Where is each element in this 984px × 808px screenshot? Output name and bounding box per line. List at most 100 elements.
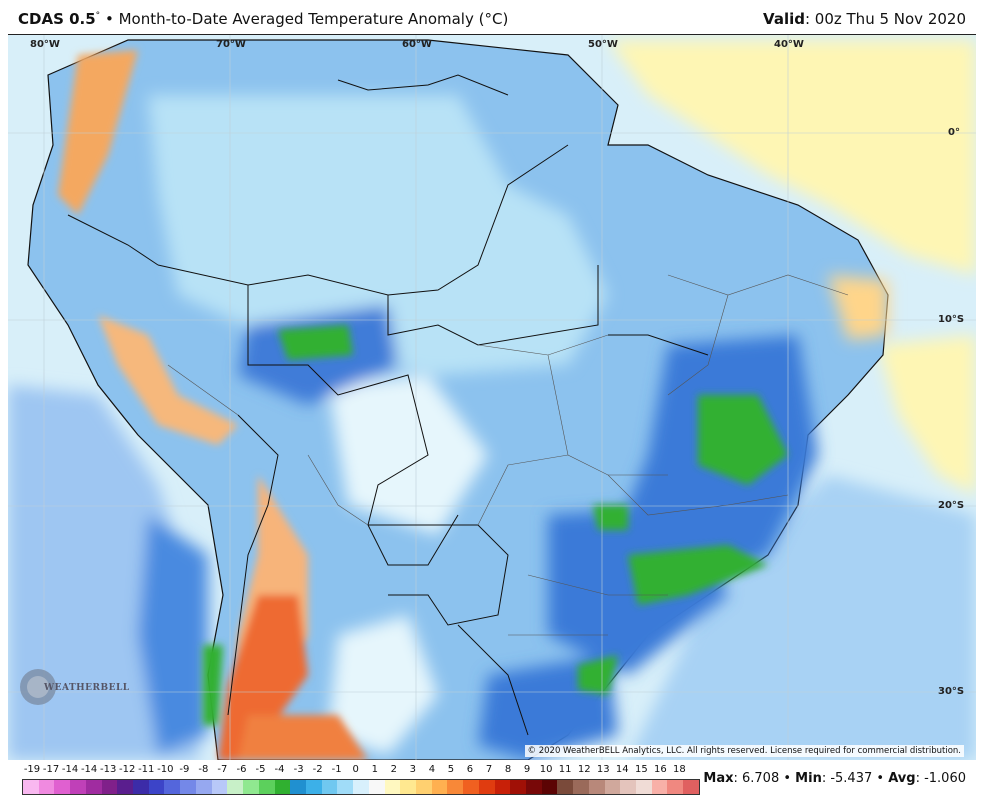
legend-swatch: [651, 780, 668, 794]
map-canvas: [8, 35, 976, 760]
legend-label: 12: [577, 764, 591, 775]
legend-label: 1: [371, 764, 378, 775]
legend-swatch: [667, 780, 684, 794]
title-text: Month-to-Date Averaged Temperature Anoma…: [118, 10, 509, 28]
state-borders: [167, 274, 849, 636]
legend-label: -1: [331, 764, 342, 775]
legend-label: 0: [352, 764, 359, 775]
legend-swatch: [337, 780, 354, 794]
legend-swatch: [38, 780, 55, 794]
graticule: [8, 35, 976, 760]
max-label: Max: [703, 771, 734, 786]
legend-label: -6: [236, 764, 247, 775]
logo-text: WEATHERBELL: [44, 683, 130, 693]
legend-label: 7: [485, 764, 493, 775]
degree-mark: °: [95, 11, 101, 21]
legend-label: 13: [596, 764, 610, 775]
legend-label: -2: [312, 764, 323, 775]
legend-swatch: [526, 780, 542, 794]
legend-swatch: [353, 780, 369, 794]
green-parana: [593, 505, 628, 530]
legend-swatch: [478, 780, 495, 794]
map-title: CDAS 0.5° • Month-to-Date Averaged Tempe…: [18, 10, 508, 28]
legend-swatch: [101, 780, 118, 794]
color-legend: -19 -17 -14 -14 -13 -12 -11 -10 -9 -8 -7 -6 -5 -4 -3 -2…: [22, 762, 702, 802]
legend-label: 5: [447, 764, 455, 775]
atlantic-warm: [608, 40, 976, 275]
legend-label: 8: [504, 764, 512, 775]
valid-value: : 00z Thu 5 Nov 2020: [804, 10, 966, 28]
legend-label: 18: [673, 764, 686, 775]
andes-warm-peru: [98, 315, 238, 445]
pacific-anomaly-deep: [138, 515, 208, 755]
lat-label-0: 0°: [948, 127, 960, 138]
legend-swatch: [415, 780, 432, 794]
legend-swatch: [70, 780, 86, 794]
legend-swatch: [227, 780, 244, 794]
legend-swatch: [588, 780, 605, 794]
legend-swatch: [447, 780, 464, 794]
title-bullet: •: [104, 10, 114, 28]
header: CDAS 0.5° • Month-to-Date Averaged Tempe…: [0, 0, 984, 34]
legend-label: 15: [634, 764, 648, 775]
legend-swatch: [510, 780, 526, 794]
stats-sep-2: •: [872, 771, 889, 786]
max-value: : 6.708: [733, 771, 780, 786]
legend-label: -14: [80, 764, 98, 775]
legend-swatch: [164, 780, 181, 794]
anomaly-map: 80°W 70°W 60°W 50°W 40°W 0° 10°S 20°S 30…: [8, 34, 976, 760]
legend-swatch: [290, 780, 306, 794]
legend-label: 2: [390, 764, 397, 775]
field-stats: Max: 6.708 • Min: -5.437 • Avg: -1.060: [703, 771, 966, 786]
legend-swatch: [368, 780, 385, 794]
legend-swatch: [683, 780, 699, 794]
legend-swatch: [23, 780, 39, 794]
legend-labels: -19 -17 -14 -14 -13 -12 -11 -10 -9 -8 -7 -6 -5 -4 -3 -2…: [22, 764, 702, 778]
lat-label-30s: 30°S: [938, 686, 965, 697]
lon-label-40w: 40°W: [774, 39, 804, 50]
valid-time: Valid: 00z Thu 5 Nov 2020: [763, 10, 966, 28]
legend-swatch: [557, 780, 574, 794]
min-value: : -5.437: [821, 771, 873, 786]
lon-label-50w: 50°W: [588, 39, 618, 50]
interior-pale: [328, 375, 488, 535]
legend-swatch: [305, 780, 322, 794]
lon-label-60w: 60°W: [402, 39, 432, 50]
green-rs: [578, 655, 618, 695]
legend-swatch: [321, 780, 338, 794]
legend-label: -17: [42, 764, 60, 775]
legend-swatch: [180, 780, 196, 794]
legend-swatch: [620, 780, 637, 794]
legend-label: -14: [61, 764, 79, 775]
legend-label: -4: [274, 764, 285, 775]
legend-label: 16: [654, 764, 667, 775]
legend-label: -8: [198, 764, 209, 775]
green-chile: [203, 645, 223, 725]
green-mg: [698, 395, 788, 485]
legend-label: -3: [293, 764, 304, 775]
andes-warm-north: [58, 50, 138, 215]
legend-swatch: [604, 780, 621, 794]
legend-swatch: [494, 780, 511, 794]
legend-label: -5: [255, 764, 266, 775]
atlantic-warm-south: [878, 335, 976, 495]
weatherbell-logo: WEATHERBELL: [14, 663, 129, 713]
legend-swatch: [463, 780, 479, 794]
green-acre: [278, 325, 353, 360]
legend-swatch: [148, 780, 165, 794]
legend-swatch: [384, 780, 401, 794]
legend-label: 10: [539, 764, 553, 775]
legend-swatch: [133, 780, 149, 794]
lon-label-70w: 70°W: [216, 39, 246, 50]
legend-swatch: [573, 780, 589, 794]
legend-label: -19: [23, 764, 41, 775]
andes-hot: [218, 595, 308, 760]
legend-swatch: [541, 780, 558, 794]
legend-label: 6: [466, 764, 474, 775]
min-label: Min: [795, 771, 822, 786]
legend-swatch: [54, 780, 71, 794]
legend-label: 11: [558, 764, 572, 775]
amazon-light: [148, 95, 608, 375]
legend-label: -11: [138, 764, 155, 775]
legend-swatch: [117, 780, 134, 794]
